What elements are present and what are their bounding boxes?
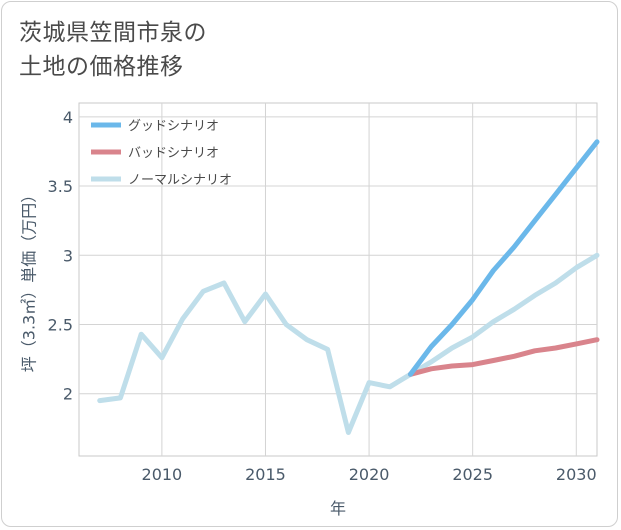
series-line-normal [97, 252, 600, 435]
grid-lines [78, 102, 598, 457]
axes: 2010 2015 2020 2025 2030 2 2.5 3 3.5 4 [48, 108, 597, 484]
chart-title-line-1: 茨城県笠間市泉の [19, 20, 207, 46]
x-tick-label: 2020 [349, 465, 390, 484]
y-tick-label: 3.5 [48, 177, 73, 196]
legend-label-bad: バッドシナリオ [128, 146, 219, 161]
legend-label-good: グッドシナリオ [128, 119, 219, 134]
x-tick-label: 2010 [142, 465, 183, 484]
y-axis-title: 坪（3.3㎡）単価（万円） [20, 187, 39, 372]
series-line-good [408, 139, 600, 377]
x-tick-label: 2015 [245, 465, 286, 484]
series-layer [97, 139, 600, 435]
plot-frame [78, 102, 598, 457]
y-tick-label: 2 [63, 385, 73, 404]
chart-title-line-2: 土地の価格推移 [19, 54, 184, 80]
x-tick-label: 2025 [452, 465, 493, 484]
x-axis-title: 年 [330, 499, 346, 518]
x-tick-label: 2030 [556, 465, 597, 484]
series-line-bad [408, 337, 600, 377]
y-tick-label: 2.5 [48, 315, 73, 334]
y-tick-label: 3 [63, 246, 73, 265]
chart-title: 茨城県笠間市泉の 土地の価格推移 [19, 16, 379, 84]
y-tick-label: 4 [63, 108, 73, 127]
legend-label-normal: ノーマルシナリオ [128, 173, 232, 188]
